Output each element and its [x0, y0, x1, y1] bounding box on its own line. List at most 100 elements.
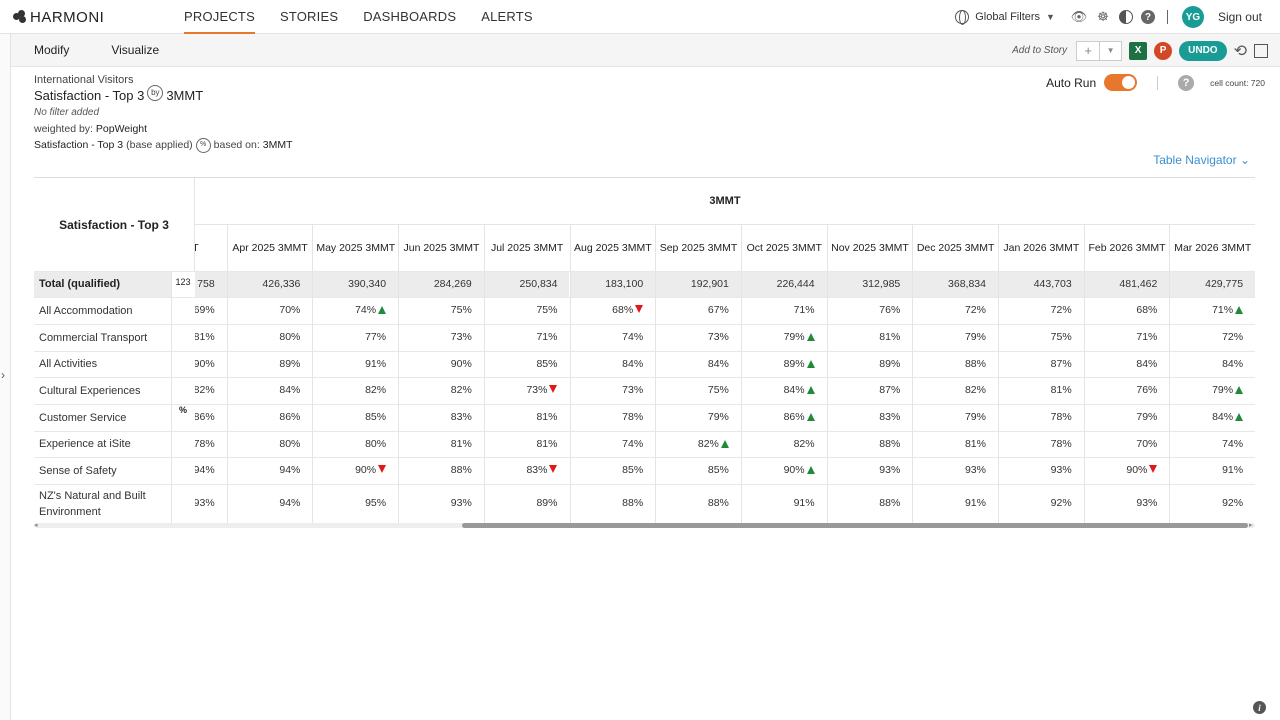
tab-dashboards[interactable]: DASHBOARDS [363, 9, 457, 24]
table-cell[interactable]: 76% [1085, 377, 1170, 404]
table-cell[interactable]: 90% [1085, 457, 1170, 484]
row-label[interactable]: Sense of Safety [39, 464, 117, 477]
export-window-icon[interactable] [1254, 43, 1268, 58]
brain-icon[interactable]: ☸ [1097, 9, 1109, 24]
table-cell[interactable]: 82% [913, 377, 998, 404]
tab-alerts[interactable]: ALERTS [481, 9, 533, 24]
tab-modify[interactable]: Modify [34, 43, 70, 57]
table-cell[interactable]: 75% [399, 297, 484, 324]
table-cell[interactable]: 79% [913, 404, 998, 431]
table-cell[interactable]: 88% [828, 431, 913, 457]
column-header[interactable]: Sep 2025 3MMT [659, 242, 738, 254]
table-cell[interactable]: 93% [399, 484, 484, 523]
table-cell[interactable]: 84% [1170, 351, 1255, 377]
table-cell[interactable]: 73% [656, 324, 741, 351]
table-cell[interactable]: 87% [828, 377, 913, 404]
table-cell[interactable]: 91% [913, 484, 998, 523]
column-header[interactable]: Jun 2025 3MMT [403, 242, 480, 254]
table-cell[interactable]: 74% [571, 431, 656, 457]
table-cell[interactable]: 87% [999, 351, 1084, 377]
column-variable[interactable]: 3MMT [166, 88, 204, 103]
table-cell[interactable]: 426,336 [227, 271, 313, 297]
table-cell[interactable]: 70% [228, 297, 313, 324]
table-cell[interactable]: 89% [828, 351, 913, 377]
table-cell[interactable]: 78% [999, 431, 1084, 457]
table-cell[interactable]: 85% [656, 457, 741, 484]
story-dropdown-chevron-icon[interactable]: ▼ [1099, 41, 1121, 60]
table-cell[interactable]: 85% [571, 457, 656, 484]
table-cell[interactable]: 86% [742, 404, 827, 431]
table-cell[interactable]: 86% [195, 404, 227, 431]
help-icon[interactable]: ? [1140, 10, 1155, 24]
table-cell[interactable]: 71% [1170, 297, 1255, 324]
table-cell[interactable]: 82% [399, 377, 484, 404]
row-label[interactable]: All Accommodation [39, 304, 133, 317]
column-header[interactable]: Oct 2025 3MMT [746, 242, 822, 254]
column-header[interactable]: Jul 2025 3MMT [490, 242, 564, 254]
undo-button[interactable]: UNDO [1179, 40, 1227, 61]
column-header[interactable]: Mar 2026 3MMT [1174, 242, 1252, 254]
table-navigator-link[interactable]: Table Navigator ⌄ [1153, 153, 1250, 167]
table-cell[interactable]: 88% [913, 351, 998, 377]
scroll-left-arrow-icon[interactable]: ◂ [34, 522, 38, 529]
table-cell[interactable]: 72% [1170, 324, 1255, 351]
table-cell[interactable]: 71% [485, 324, 570, 351]
table-cell[interactable]: 84% [656, 351, 741, 377]
table-cell[interactable]: 84% [1170, 404, 1255, 431]
column-header[interactable]: Jan 2026 3MMT [1003, 242, 1080, 254]
table-cell[interactable]: 73% [571, 377, 656, 404]
column-header[interactable]: 3MMT [195, 225, 227, 271]
global-filters-dropdown[interactable]: Global Filters ▼ [955, 10, 1055, 25]
table-cell[interactable]: 91% [742, 484, 827, 523]
scrollbar-thumb[interactable] [462, 523, 1248, 528]
table-cell[interactable]: 89% [485, 484, 570, 523]
table-cell[interactable]: 78% [571, 404, 656, 431]
scroll-right-arrow-icon[interactable]: ▸ [1249, 522, 1253, 529]
total-row-label[interactable]: Total (qualified) [34, 271, 171, 297]
row-label[interactable]: Experience at iSite [39, 438, 131, 450]
table-cell[interactable]: 93% [828, 457, 913, 484]
table-cell[interactable]: 67% [656, 297, 741, 324]
table-cell[interactable]: 90% [742, 457, 827, 484]
table-cell[interactable]: 88% [571, 484, 656, 523]
table-cell[interactable]: 91% [1170, 457, 1255, 484]
table-cell[interactable]: 82% [656, 431, 741, 457]
table-cell[interactable]: 93% [195, 484, 227, 523]
table-cell[interactable]: 250,834 [484, 271, 570, 297]
table-cell[interactable]: 390,340 [313, 271, 399, 297]
eye-icon[interactable]: 👁 [1070, 9, 1088, 24]
table-cell[interactable]: 70% [1085, 431, 1170, 457]
table-cell[interactable]: 75% [656, 377, 741, 404]
table-cell[interactable]: 758 [195, 271, 227, 297]
table-cell[interactable]: 81% [195, 324, 227, 351]
table-cell[interactable]: 368,834 [913, 271, 998, 297]
table-cell[interactable]: 84% [742, 377, 827, 404]
info-icon[interactable]: i [1253, 701, 1266, 714]
powerpoint-export-icon[interactable]: P [1154, 41, 1173, 60]
table-cell[interactable]: 81% [399, 431, 484, 457]
table-cell[interactable]: 77% [313, 324, 398, 351]
user-avatar[interactable]: YG [1181, 6, 1204, 28]
table-cell[interactable]: 73% [399, 324, 484, 351]
table-cell[interactable]: 71% [1085, 324, 1170, 351]
table-cell[interactable]: 83% [485, 457, 570, 484]
table-cell[interactable]: 80% [228, 431, 313, 457]
table-cell[interactable]: 81% [999, 377, 1084, 404]
table-cell[interactable]: 88% [828, 484, 913, 523]
row-label[interactable]: NZ's Natural and Built Environment [39, 489, 146, 518]
table-cell[interactable]: 75% [999, 324, 1084, 351]
table-cell[interactable]: 443,703 [999, 271, 1084, 297]
table-cell[interactable]: 81% [828, 324, 913, 351]
table-cell[interactable]: 192,901 [656, 271, 741, 297]
table-cell[interactable]: 94% [228, 457, 313, 484]
table-cell[interactable]: 74% [313, 297, 398, 324]
table-cell[interactable]: 73% [485, 377, 570, 404]
sign-out-link[interactable]: Sign out [1217, 10, 1262, 24]
column-header[interactable]: Dec 2025 3MMT [916, 242, 995, 254]
table-cell[interactable]: 93% [999, 457, 1084, 484]
table-cell[interactable]: 85% [313, 404, 398, 431]
table-cell[interactable]: 226,444 [741, 271, 827, 297]
table-cell[interactable]: 91% [313, 351, 398, 377]
column-header[interactable]: Nov 2025 3MMT [831, 242, 909, 254]
table-cell[interactable]: 78% [195, 431, 227, 457]
